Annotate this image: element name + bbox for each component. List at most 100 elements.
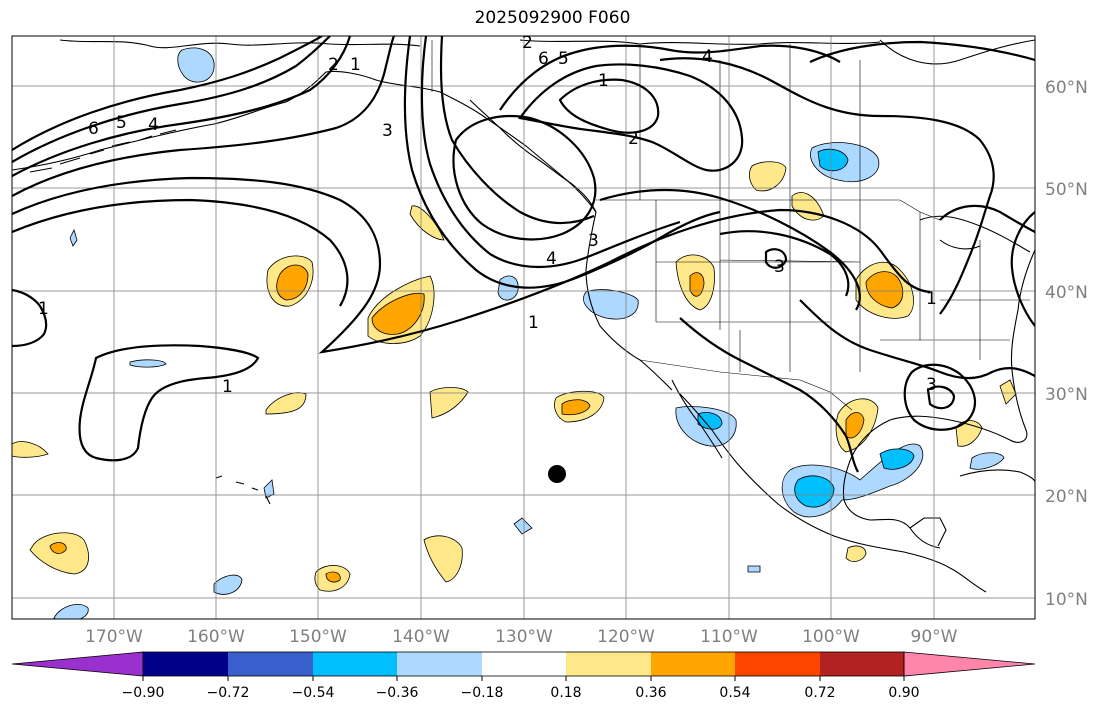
contour-line: [12, 36, 331, 163]
contour-line: [558, 78, 660, 134]
contour-label: 1: [350, 55, 361, 75]
colorbar-segment: [313, 652, 397, 676]
blue-patch: [513, 517, 533, 535]
contour-line: [599, 188, 861, 311]
aleutians: [29, 129, 177, 173]
longitude-labels: 170°W 160°W 150°W 140°W 130°W 120°W 110°…: [85, 627, 958, 647]
contour-line: [903, 363, 977, 431]
contour-line: [439, 36, 595, 225]
blue-core: [794, 475, 835, 508]
contour-label: 1: [222, 377, 233, 397]
east-coast: [1009, 249, 1035, 443]
colorbar-tick: −0.18: [461, 685, 504, 701]
location-marker: [548, 465, 566, 483]
alaska-panhandle: [469, 99, 597, 213]
contour-line: [679, 317, 859, 473]
lat-label: 20°N: [1045, 487, 1088, 507]
lon-label: 170°W: [85, 627, 143, 647]
contour-line: [452, 114, 597, 241]
yellow-patch: [265, 392, 307, 415]
blue-core: [697, 412, 723, 430]
colorbar-extend-min: [11, 651, 144, 677]
contour-line: [420, 36, 681, 269]
contour-line: [926, 385, 956, 410]
alaska-coast: [12, 70, 597, 213]
blue-patch: [69, 228, 78, 247]
orange-patch: [49, 542, 67, 554]
west-coast-us: [585, 211, 673, 391]
contour-line: [12, 36, 352, 177]
colorbar-tick: −0.36: [376, 685, 419, 701]
us-canada-border: [596, 199, 941, 221]
blue-patch: [129, 359, 167, 368]
colorbar-tick: 0.36: [635, 685, 666, 701]
colorbar-tick: 0.54: [719, 685, 750, 701]
lon-label: 100°W: [802, 627, 860, 647]
colorbar-segment: [228, 652, 313, 676]
lat-label: 40°N: [1045, 283, 1088, 303]
contour-line: [518, 63, 744, 172]
cuba: [959, 469, 1035, 483]
contour-label: 3: [382, 121, 393, 141]
yucatan: [909, 517, 947, 547]
colorbar-tick: 0.72: [804, 685, 835, 701]
map-frame: [11, 35, 1036, 620]
blue-patch: [53, 604, 89, 619]
contour-line: [764, 248, 788, 269]
blue-patch: [177, 47, 215, 83]
contour-line: [499, 44, 841, 111]
latitude-labels: 60°N 50°N 40°N 30°N 20°N 10°N: [1045, 78, 1088, 610]
contour-line: [1010, 211, 1035, 327]
contour-label: 3: [588, 231, 599, 251]
map-title: 2025092900 F060: [474, 8, 631, 28]
canada-north: [519, 39, 881, 45]
colorbar-segment: [735, 652, 820, 676]
colorbar-segment: [820, 652, 904, 676]
contour-line: [403, 36, 721, 289]
contour-label: 1: [38, 299, 49, 319]
contour-label: 5: [558, 49, 569, 69]
lat-label: 50°N: [1045, 180, 1088, 200]
contour-line: [12, 36, 396, 197]
yellow-patch: [12, 441, 49, 458]
colorbar-segment: [566, 652, 651, 676]
hawaii: [215, 475, 271, 505]
yellow-patch: [748, 161, 787, 192]
colorbar-segment: [651, 652, 735, 676]
colorbar-tick: −0.54: [292, 685, 335, 701]
orange-patch: [845, 412, 865, 439]
lat-label: 10°N: [1045, 590, 1088, 610]
blue-patch: [497, 275, 519, 301]
contour-label: 2: [522, 33, 533, 53]
contour-line: [809, 40, 1035, 63]
contour-label: 6: [538, 49, 549, 69]
yellow-patch: [423, 535, 463, 583]
lon-label: 110°W: [700, 627, 758, 647]
canada-provinces: [639, 44, 861, 200]
colorbar-segment: [143, 652, 228, 676]
lat-label: 30°N: [1045, 385, 1088, 405]
lon-label: 120°W: [597, 627, 655, 647]
contour-label: 6: [88, 119, 99, 139]
orange-patch: [689, 272, 705, 297]
blue-core: [817, 148, 849, 172]
colorbar-tick: 0.18: [550, 685, 581, 701]
contour-label: 1: [528, 313, 539, 333]
contour-label: 3: [926, 375, 937, 395]
lat-label: 60°N: [1045, 78, 1088, 98]
contour-line: [12, 198, 349, 307]
hudson-bay: [879, 39, 1035, 65]
contour-line: [659, 57, 995, 315]
contour-line: [12, 288, 48, 348]
political-borders: [431, 40, 1030, 411]
orange-patch: [371, 292, 425, 335]
gulf-coast: [842, 415, 1011, 549]
contour-label: 4: [546, 249, 557, 269]
contour-line: [719, 230, 850, 297]
contour-label: 1: [926, 289, 937, 309]
blue-patch: [969, 452, 1005, 470]
blue-core: [879, 448, 915, 470]
lon-label: 160°W: [187, 627, 245, 647]
colorbar-segment: [482, 652, 566, 676]
